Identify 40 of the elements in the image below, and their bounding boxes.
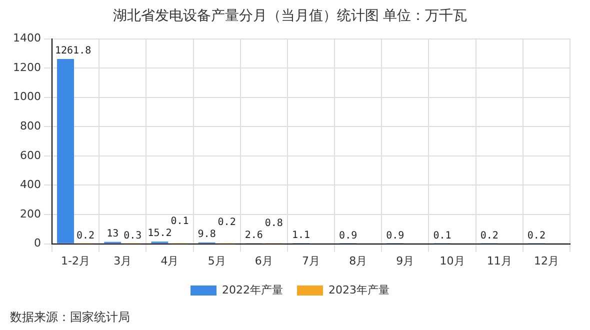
y-tick-label: 1400: [12, 32, 41, 45]
bar: [57, 59, 74, 244]
legend-label: 2023年产量: [328, 283, 390, 296]
x-tick-label: 9月: [396, 254, 414, 268]
x-tick-label: 12月: [534, 254, 559, 268]
chart-title: 湖北省发电设备产量分月（当月值）统计图 单位：万千瓦: [112, 8, 468, 24]
x-tick-label: 10月: [440, 254, 465, 268]
data-label: 0.8: [264, 218, 283, 230]
data-label: 0.3: [124, 230, 142, 242]
legend-label: 2022年产量: [222, 283, 284, 296]
x-tick-label: 1-2月: [61, 254, 90, 268]
source-note: 数据来源：国家统计局: [10, 310, 130, 324]
data-label: 0.2: [76, 230, 95, 242]
data-label: 0.1: [433, 230, 452, 242]
x-tick-label: 7月: [302, 254, 320, 268]
y-tick-label: 1000: [12, 90, 41, 104]
x-tick-label: 6月: [254, 254, 273, 268]
data-label: 2.6: [244, 230, 263, 242]
data-label: 0.9: [386, 230, 404, 242]
x-tick-label: 8月: [349, 254, 368, 268]
data-label: 0.2: [480, 230, 498, 242]
x-tick-label: 4月: [160, 254, 179, 268]
y-tick-label: 200: [20, 207, 41, 220]
data-label: 0.9: [339, 230, 358, 242]
data-label: 15.2: [148, 228, 172, 240]
x-tick-label: 5月: [208, 254, 226, 268]
data-label: 1261.8: [54, 46, 92, 57]
x-tick-label: 11月: [486, 254, 512, 268]
data-label: 1.1: [292, 230, 310, 242]
data-label: 13: [106, 228, 119, 240]
data-label: 9.8: [198, 228, 216, 240]
x-tick-label: 3月: [114, 254, 132, 268]
y-tick-label: 600: [20, 148, 41, 162]
y-tick-label: 400: [20, 178, 41, 192]
data-label: 0.2: [218, 216, 236, 228]
data-label: 0.2: [527, 230, 546, 242]
y-tick-label: 1200: [12, 60, 41, 74]
data-label: 0.1: [170, 216, 189, 228]
y-tick-label: 800: [20, 120, 41, 133]
y-tick-label: 0: [34, 236, 41, 250]
